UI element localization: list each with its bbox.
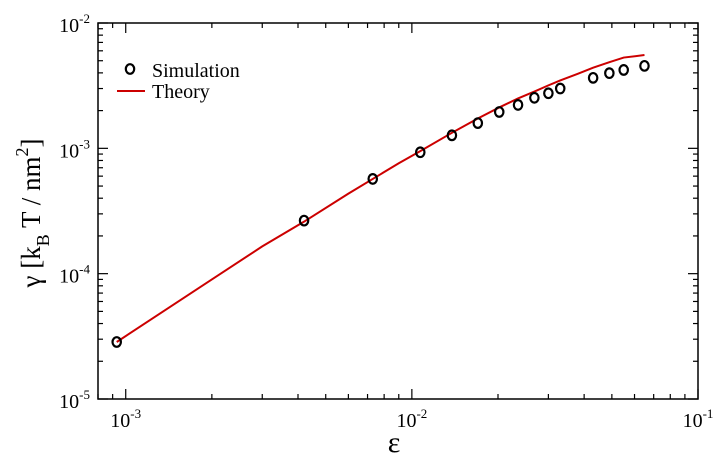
theory-line xyxy=(116,54,645,343)
x-tick-label-base: 10 xyxy=(683,410,703,432)
y-axis-label-superscript: 2 xyxy=(12,148,32,157)
y-axis-label-prefix: γ [k xyxy=(16,246,46,289)
x-tick-label: 10-2 xyxy=(396,406,427,432)
simulation-point xyxy=(604,67,615,80)
simulation-point xyxy=(618,64,630,76)
simulation-point xyxy=(639,59,650,72)
x-tick-label: 10-3 xyxy=(110,406,141,432)
x-tick-label-exponent: -3 xyxy=(130,406,141,421)
y-tick-label-exponent: -3 xyxy=(79,136,90,151)
y-tick-label-base: 10 xyxy=(59,140,79,162)
y-tick-label-exponent: -5 xyxy=(79,387,90,402)
legend-simulation-marker xyxy=(124,63,136,75)
y-axis-label-suffix: ] xyxy=(16,139,46,148)
y-tick-label-base: 10 xyxy=(59,15,79,37)
simulation-point xyxy=(493,106,505,118)
y-axis-label-subscript: B xyxy=(33,234,53,246)
y-tick-label-exponent: -2 xyxy=(79,11,90,26)
simulation-point xyxy=(111,336,123,348)
y-tick-label-base: 10 xyxy=(59,391,79,413)
x-tick-label: 10-1 xyxy=(683,406,714,432)
x-tick-label-base: 10 xyxy=(396,410,416,432)
legend-simulation-label: Simulation xyxy=(152,60,240,82)
simulation-point xyxy=(512,99,524,111)
y-tick-label-base: 10 xyxy=(59,266,79,288)
y-tick-label: 10-4 xyxy=(59,262,90,288)
y-tick-label: 10-3 xyxy=(59,136,90,162)
y-tick-label-exponent: -4 xyxy=(79,262,90,277)
y-tick-label: 10-5 xyxy=(59,387,90,413)
simulation-point xyxy=(446,129,458,142)
y-axis-label: γ [kB T / nm2] xyxy=(12,139,53,289)
x-axis-label: ε xyxy=(388,426,401,459)
simulation-point xyxy=(543,87,554,100)
simulation-point xyxy=(587,71,599,84)
simulation-point xyxy=(472,117,484,129)
simulation-point xyxy=(298,214,310,227)
y-tick-label: 10-2 xyxy=(59,11,90,37)
simulation-point xyxy=(554,82,566,95)
simulation-point xyxy=(414,146,426,159)
y-axis-label-middle: T / nm xyxy=(16,157,46,235)
legend-theory-label: Theory xyxy=(152,81,210,103)
simulation-point xyxy=(529,91,540,104)
x-tick-label-base: 10 xyxy=(110,410,130,432)
x-tick-label-exponent: -1 xyxy=(703,406,714,421)
x-tick-label-exponent: -2 xyxy=(416,406,427,421)
simulation-point xyxy=(367,173,379,185)
plot-frame xyxy=(97,22,699,400)
